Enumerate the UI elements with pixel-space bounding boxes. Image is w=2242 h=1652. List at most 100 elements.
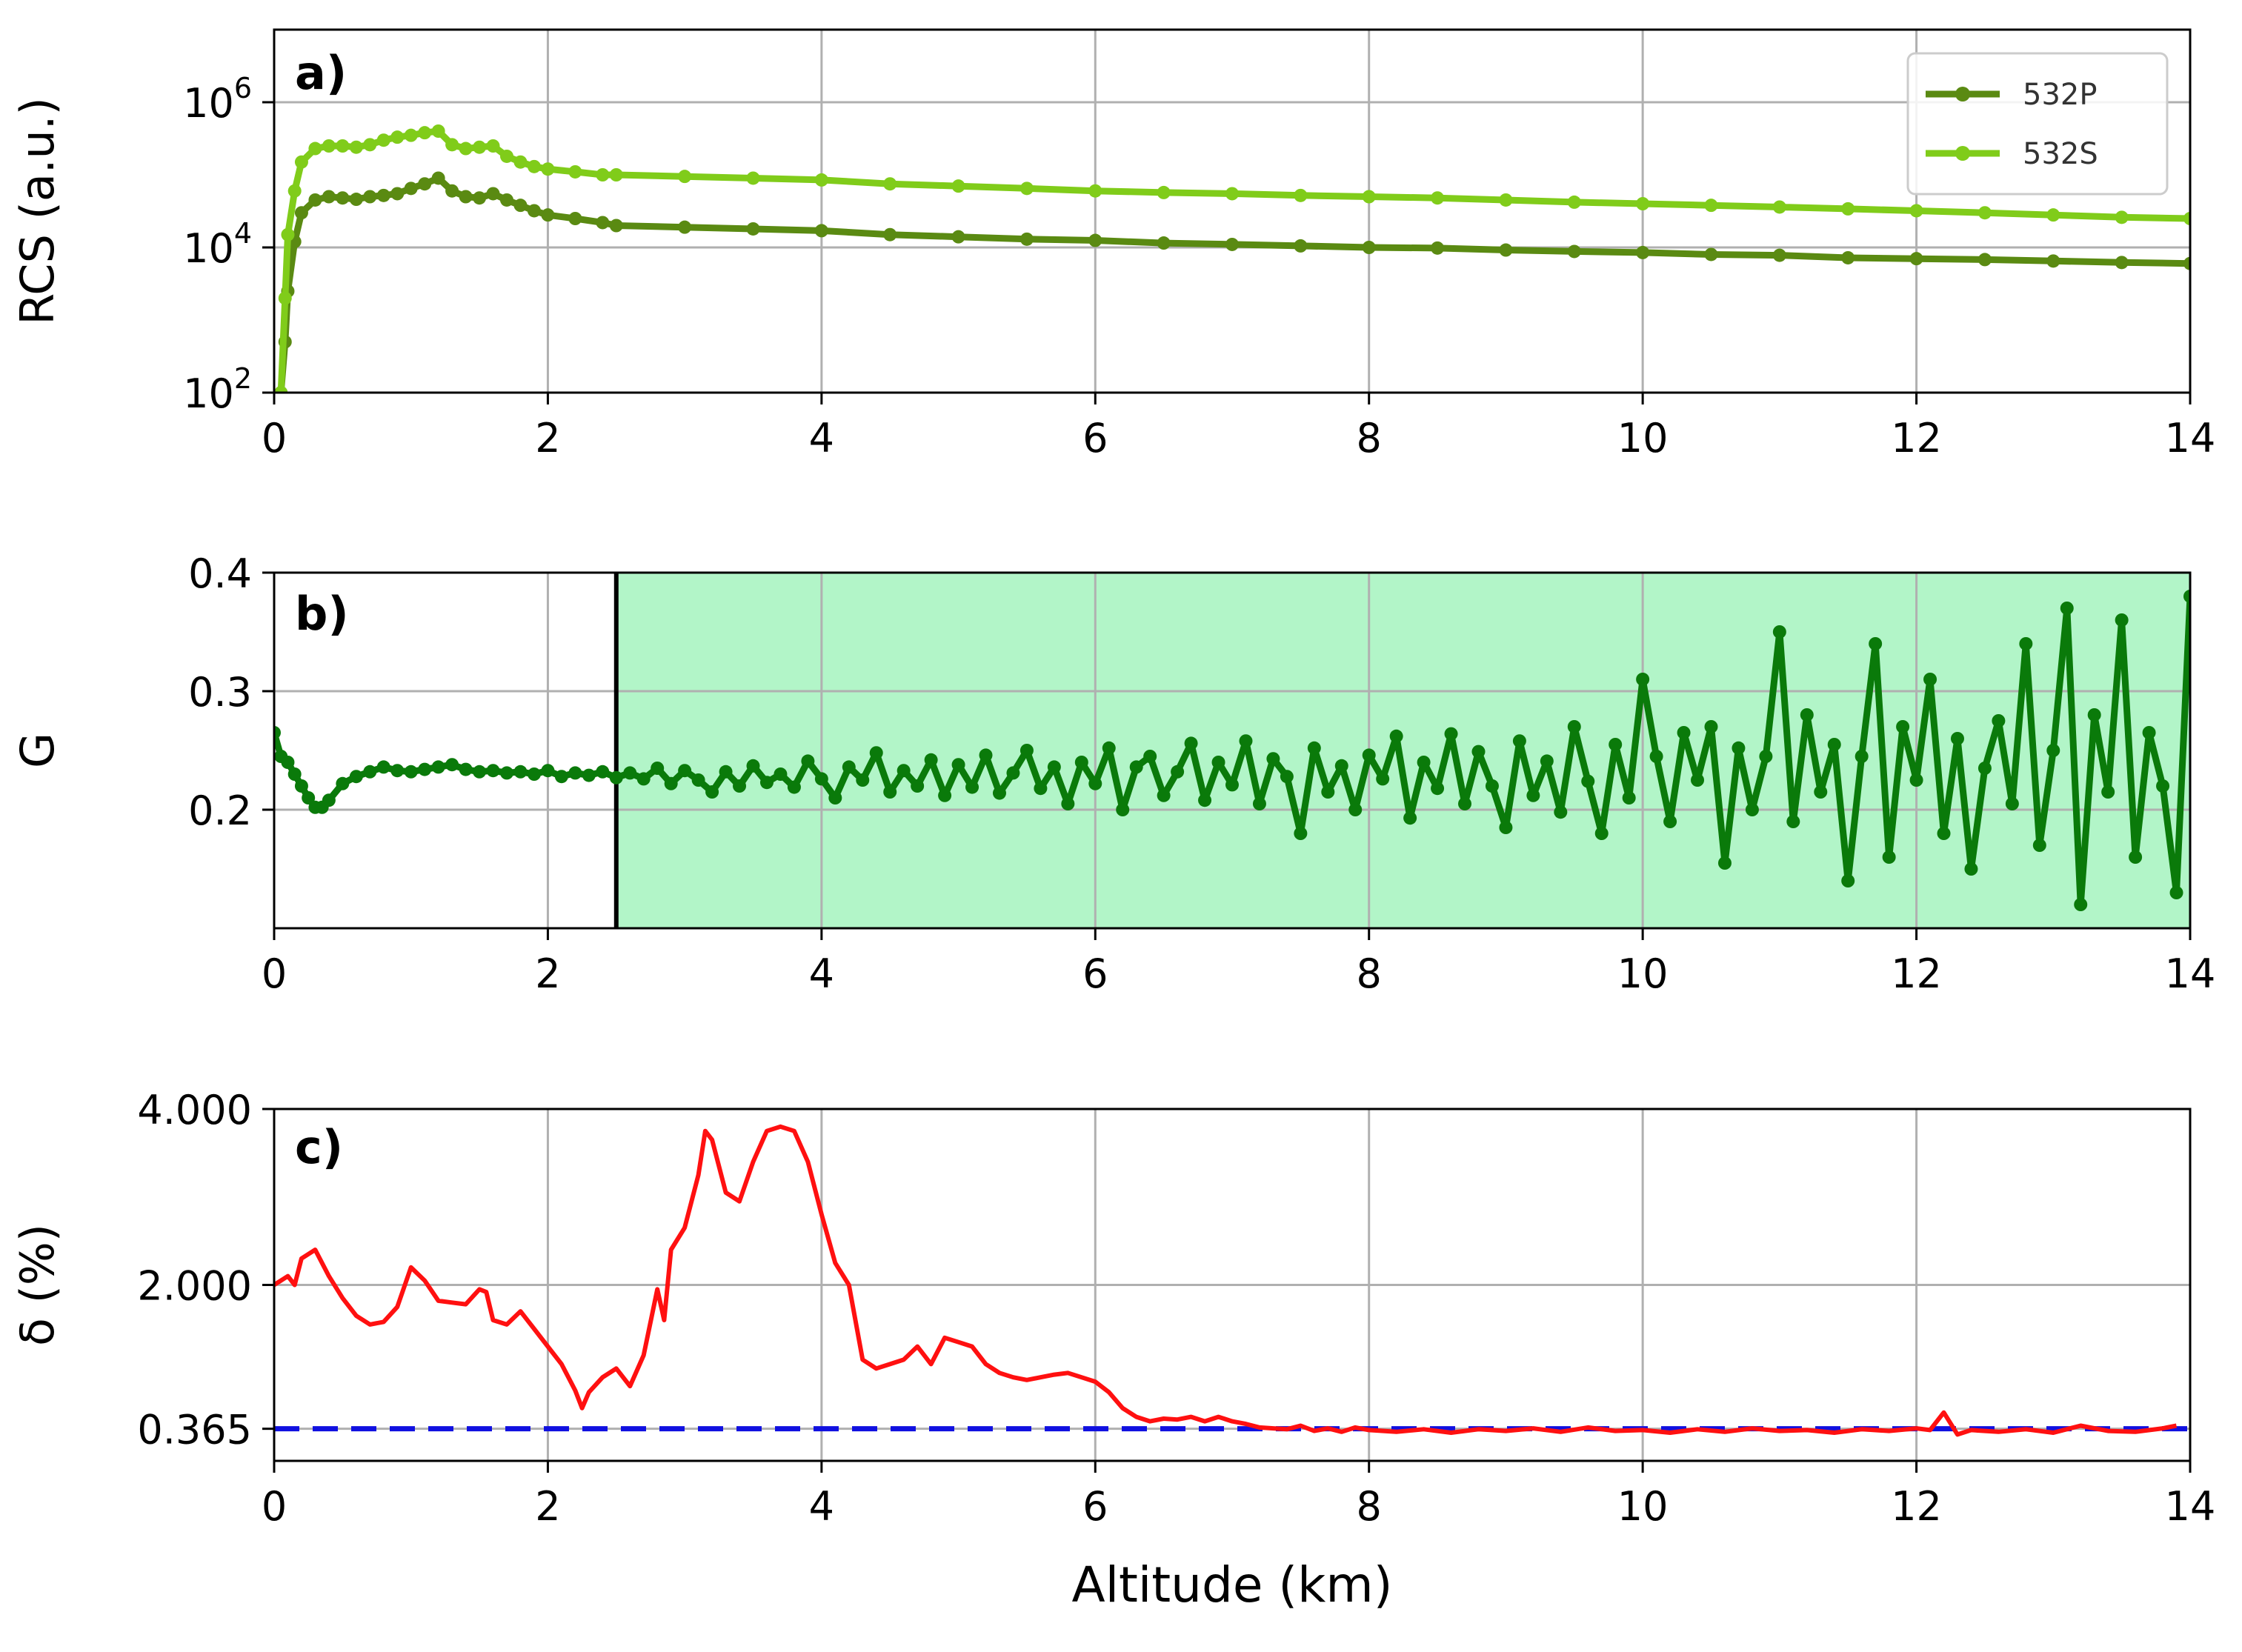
data-point (278, 291, 292, 305)
data-point (965, 780, 979, 794)
data-point (274, 386, 288, 393)
data-point (418, 126, 432, 140)
data-point (1841, 250, 1855, 264)
data-point (1526, 788, 1540, 802)
data-point (527, 767, 541, 781)
data-point (1663, 815, 1677, 828)
data-point (2156, 779, 2170, 793)
data-point (1950, 732, 1964, 745)
data-point (500, 193, 514, 207)
data-point (814, 173, 828, 187)
data-point (609, 219, 623, 233)
data-point (473, 765, 487, 779)
data-point (1594, 827, 1609, 840)
data-point (1252, 797, 1266, 810)
data-point (513, 199, 528, 213)
data-point (1362, 190, 1376, 204)
data-point (1157, 788, 1171, 802)
data-point (1869, 637, 1883, 650)
data-point (678, 220, 692, 234)
data-point (431, 124, 445, 138)
data-point (1745, 803, 1759, 816)
data-point (1348, 803, 1363, 816)
tick-exponent: 4 (234, 217, 252, 250)
y-tick-label: 0.365 (137, 1407, 252, 1453)
x-tick-label: 14 (2165, 950, 2216, 997)
data-point (568, 164, 582, 179)
data-point (281, 227, 295, 242)
data-point (1581, 774, 1595, 788)
y-tick-label: 104 (183, 217, 252, 272)
data-point (2115, 613, 2129, 627)
x-tick-label: 4 (809, 1483, 834, 1530)
data-point (1649, 750, 1663, 763)
data-point (1362, 748, 1376, 762)
data-point (1074, 756, 1088, 769)
data-point (705, 785, 719, 799)
data-point (500, 149, 514, 163)
y-tick-label: 0.2 (188, 787, 252, 834)
data-point (322, 793, 336, 807)
data-point (1609, 738, 1623, 751)
data-point (322, 139, 336, 153)
data-point (473, 191, 487, 205)
data-point (746, 171, 760, 185)
data-point (1636, 196, 1650, 210)
data-point (1909, 773, 1923, 787)
data-point (390, 764, 405, 778)
data-point (951, 179, 965, 193)
tick-base: 10 (183, 370, 234, 417)
panel-label: b) (295, 587, 349, 641)
data-point (336, 139, 350, 153)
data-point (746, 222, 760, 236)
data-point (1157, 185, 1171, 199)
data-point (924, 753, 938, 767)
data-point (1732, 741, 1746, 755)
data-point (636, 772, 651, 786)
data-point (1444, 727, 1458, 741)
data-point (2046, 744, 2060, 757)
plot-frame (273, 28, 2192, 394)
data-point (2074, 898, 2088, 911)
data-point (349, 770, 363, 784)
y-tick-label: 4.000 (137, 1087, 252, 1133)
tick-exponent: 6 (234, 72, 252, 104)
data-point (2115, 256, 2129, 270)
data-point (1458, 797, 1472, 810)
data-point (1184, 736, 1198, 750)
data-point (1909, 252, 1923, 266)
y-tick-label: 106 (183, 72, 252, 127)
data-point (2046, 254, 2060, 268)
data-point (527, 204, 541, 218)
data-point (691, 773, 705, 787)
data-point (1034, 782, 1048, 796)
series-group (274, 124, 2190, 393)
data-point (814, 224, 828, 238)
data-point (1772, 200, 1786, 214)
data-point (651, 762, 665, 775)
x-tick-label: 6 (1082, 415, 1108, 462)
data-point (1485, 779, 1499, 793)
data-point (596, 765, 610, 779)
data-point (527, 159, 541, 173)
data-point (294, 206, 308, 220)
x-tick-label: 0 (262, 415, 287, 462)
data-point (1225, 187, 1239, 201)
data-point (308, 193, 322, 207)
data-point (801, 754, 815, 768)
data-point (513, 765, 528, 779)
data-point (1814, 785, 1828, 799)
data-point (287, 767, 302, 781)
tick-exponent: 2 (234, 362, 252, 395)
data-point (1266, 752, 1280, 766)
data-point (774, 767, 788, 781)
data-point (596, 168, 610, 181)
data-point (979, 748, 993, 762)
data-point (445, 758, 459, 772)
x-tick-label: 12 (1891, 415, 1942, 462)
data-point (473, 140, 487, 154)
x-tick-label: 8 (1357, 1483, 1382, 1530)
data-point (856, 773, 870, 787)
